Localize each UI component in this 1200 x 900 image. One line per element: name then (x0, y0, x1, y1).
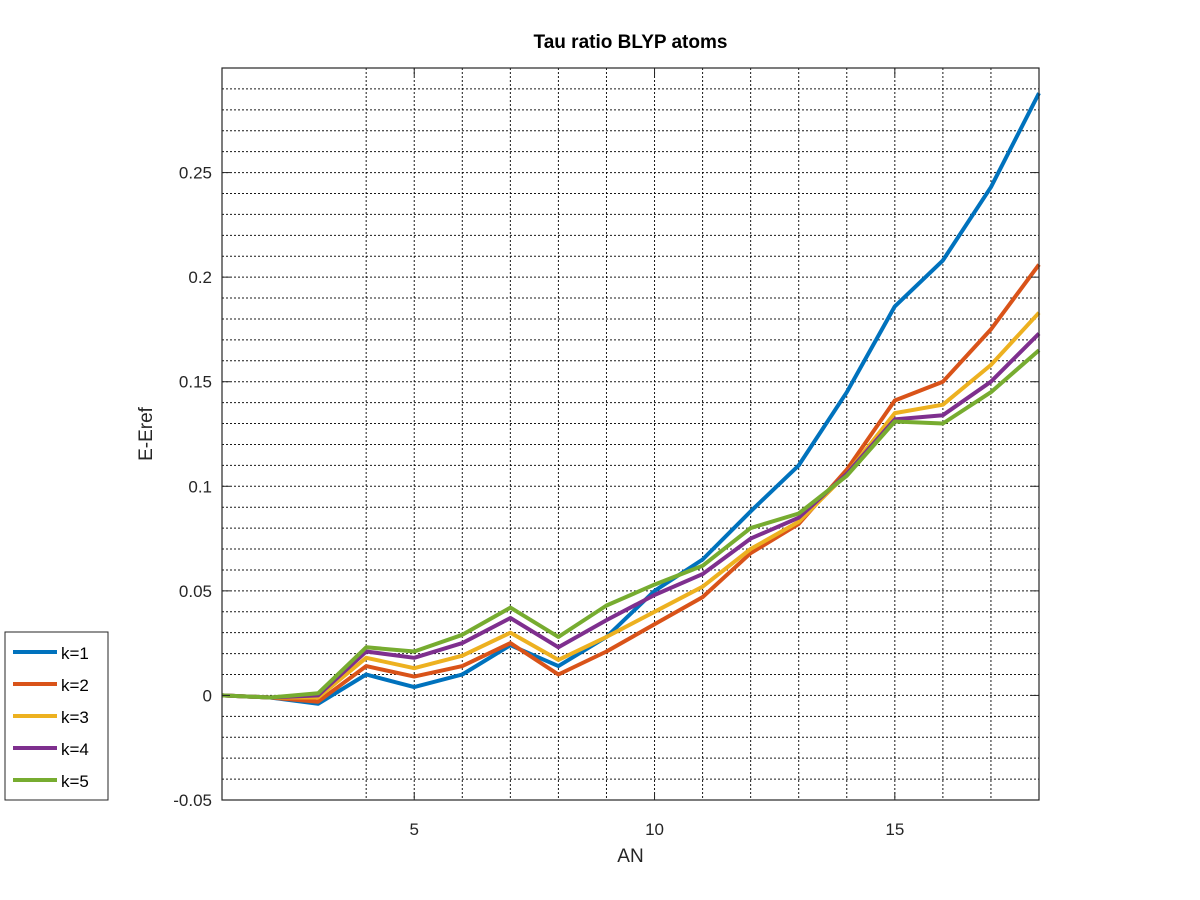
series-lines (221, 92, 1041, 706)
x-tick-label: 5 (410, 820, 419, 839)
legend-label: k=5 (61, 772, 89, 791)
y-tick-label: 0.25 (179, 164, 212, 183)
series-line-k=3 (221, 311, 1041, 700)
grid (222, 67, 1040, 801)
y-tick-label: 0.2 (188, 268, 212, 287)
legend-label: k=4 (61, 740, 89, 759)
x-tick-label: 10 (645, 820, 664, 839)
y-tick-label: 0.15 (179, 373, 212, 392)
legend-label: k=3 (61, 708, 89, 727)
x-tick-label: 15 (885, 820, 904, 839)
axis-ticks: 5 10 15 -0.05 0 0.05 0.1 0.15 0.2 0.25 (173, 68, 1039, 839)
chart-title: Tau ratio BLYP atoms (534, 32, 728, 53)
y-tick-label: -0.05 (173, 791, 212, 810)
y-axis-label: E-Eref (136, 406, 157, 461)
y-tick-label: 0.05 (179, 582, 212, 601)
legend-label: k=2 (61, 676, 89, 695)
plot-area-frame (221, 67, 1040, 801)
series-line-k=1 (221, 92, 1041, 706)
y-tick-label: 0 (203, 686, 212, 705)
legend-label: k=1 (61, 644, 89, 663)
series-line-k=2 (221, 263, 1041, 704)
legend: k=1 k=2 k=3 k=4 k=5 (4, 631, 109, 801)
x-axis-label: AN (617, 846, 643, 867)
y-tick-label: 0.1 (188, 477, 212, 496)
series-line-k=5 (221, 348, 1041, 700)
series-line-k=4 (221, 332, 1041, 700)
